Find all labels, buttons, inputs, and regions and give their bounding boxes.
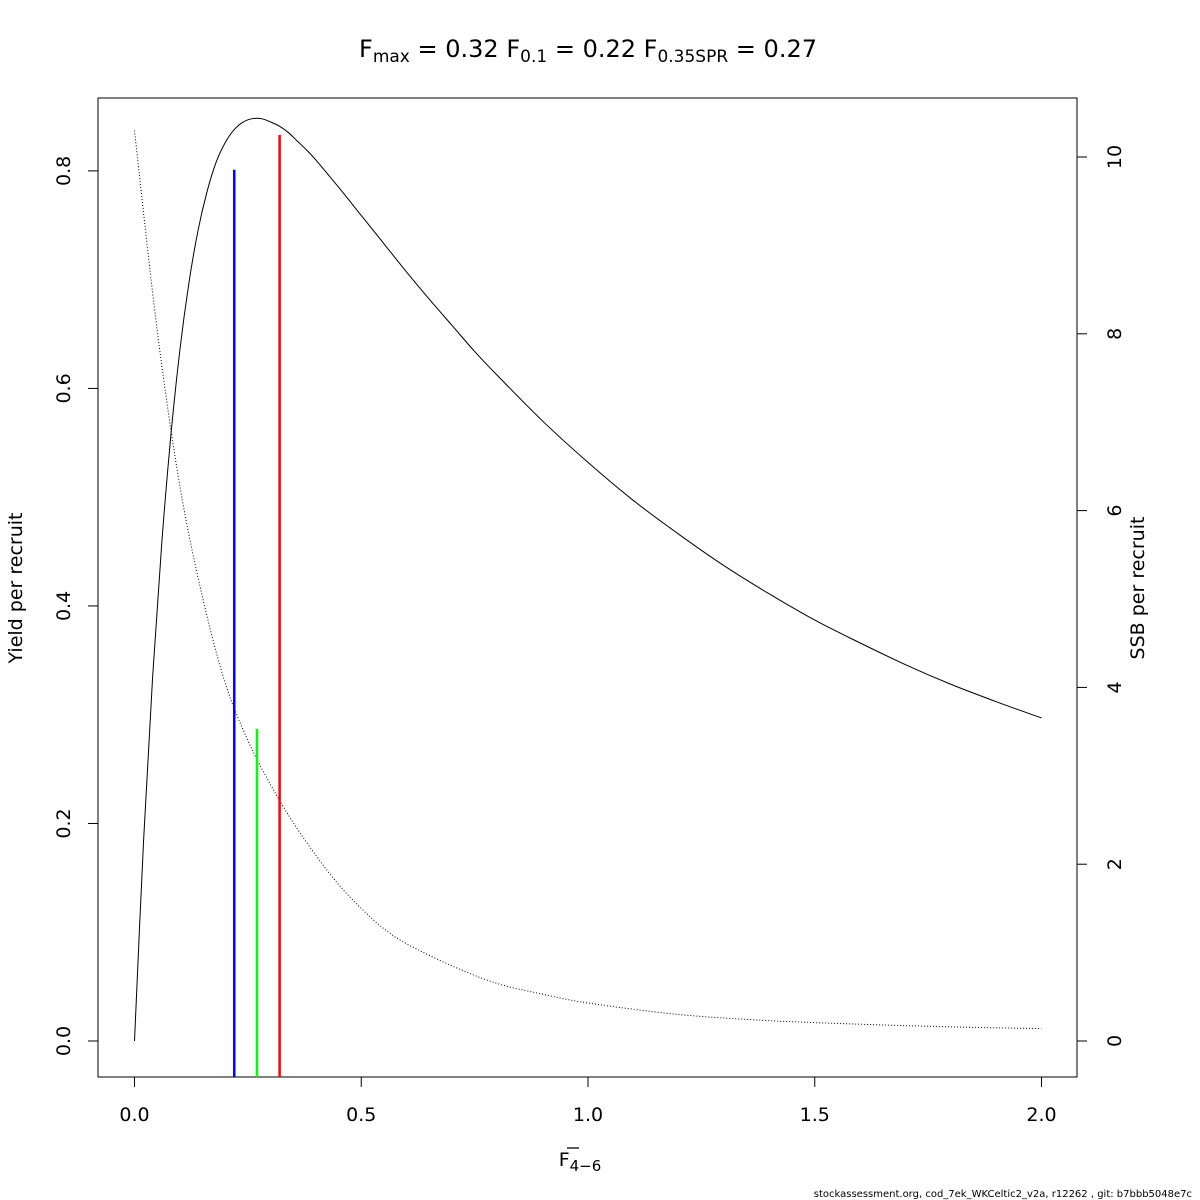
x-tick-label: 1.0 xyxy=(573,1104,603,1126)
x-axis-label: F4−6 xyxy=(559,1149,602,1175)
y-right-tick-label: 8 xyxy=(1104,328,1126,340)
x-axis: 0.0 0.5 1.0 1.5 2.0 xyxy=(119,1076,1057,1126)
title-fmax-value: 0.32 xyxy=(445,35,498,63)
title-f01-subscript: 0.1 xyxy=(520,47,547,67)
reference-lines-layer xyxy=(233,135,281,1077)
series-layer xyxy=(134,117,1042,1042)
x-axis-label-symbol: F xyxy=(559,1149,570,1171)
title-f35-value: 0.27 xyxy=(764,35,817,63)
chart-title: Fmax = 0.32 F0.1 = 0.22 F0.35SPR = 0.27 xyxy=(359,35,817,67)
title-fmax-subscript: max xyxy=(373,47,410,67)
y-left-tick-label: 0.8 xyxy=(53,156,75,186)
y-right-tick-label: 10 xyxy=(1104,145,1126,169)
y-left-axis-label: Yield per recruit xyxy=(5,513,27,665)
y-left-tick-label: 0.2 xyxy=(53,808,75,838)
title-f35-symbol: F xyxy=(644,35,658,63)
y-left-tick-label: 0.6 xyxy=(53,373,75,403)
yield-per-recruit-line xyxy=(134,117,1042,1042)
title-fmax-symbol: F xyxy=(359,35,373,63)
x-tick-label: 2.0 xyxy=(1026,1104,1056,1126)
x-tick-label: 1.5 xyxy=(800,1104,830,1126)
plot-frame xyxy=(97,97,1078,1078)
footer-text: stockassessment.org, cod_7ek_WKCeltic2_v… xyxy=(814,1189,1192,1200)
x-axis-label-subscript: 4−6 xyxy=(570,1157,602,1175)
x-tick-label: 0.0 xyxy=(119,1104,149,1126)
x-tick-label: 0.5 xyxy=(346,1104,376,1126)
y-right-tick-label: 6 xyxy=(1104,505,1126,517)
y-left-tick-label: 0.0 xyxy=(53,1026,75,1056)
y-right-tick-label: 0 xyxy=(1104,1035,1126,1047)
y-right-tick-label: 4 xyxy=(1104,681,1126,693)
y-right-axis: 0 2 4 6 8 10 xyxy=(1076,145,1126,1047)
y-right-axis-label: SSB per recruit xyxy=(1127,517,1149,660)
y-right-tick-label: 2 xyxy=(1104,858,1126,870)
title-f01-value: 0.22 xyxy=(583,35,636,63)
ssb-per-recruit-line xyxy=(134,130,1042,1030)
y-left-tick-label: 0.4 xyxy=(53,591,75,621)
y-left-axis: 0.0 0.2 0.4 0.6 0.8 xyxy=(53,156,99,1056)
title-f01-symbol: F xyxy=(506,35,520,63)
title-f35-subscript: 0.35SPR xyxy=(657,47,728,67)
